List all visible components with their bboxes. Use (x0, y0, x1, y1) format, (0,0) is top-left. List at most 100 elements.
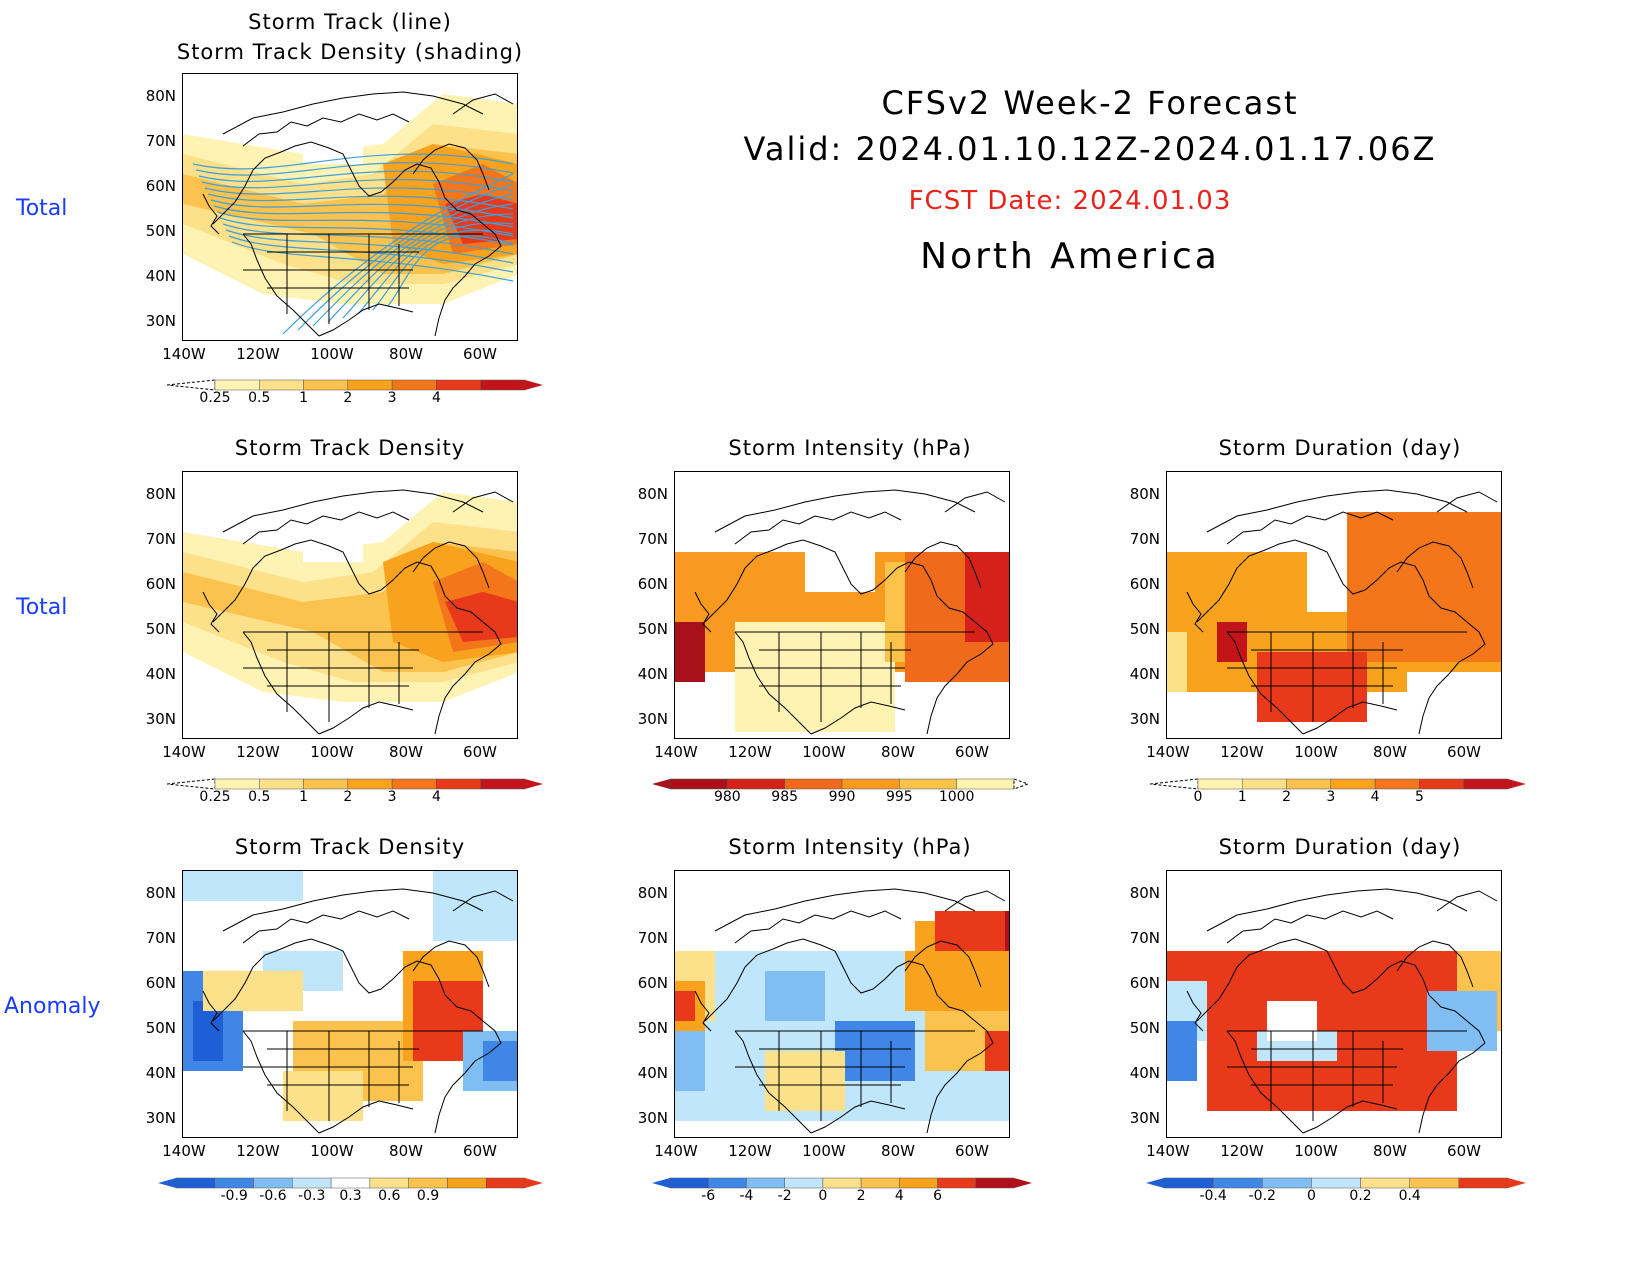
lon-tick-label: 120W (1220, 1142, 1264, 1160)
colorbar-swatch (727, 778, 785, 790)
lat-tick-label: 50N (145, 222, 176, 240)
colorbar-duration: 0 1 2 3 4 5 (1146, 777, 1526, 811)
colorbar-tick-label: 4 (431, 390, 441, 406)
lon-tick-label: 140W (162, 743, 206, 761)
colorbar-tick-label: 1000 (938, 789, 975, 805)
colorbar-swatch (1212, 1177, 1263, 1189)
lat-tick-label: 30N (145, 710, 176, 728)
colorbar-intensity-anomaly: -6 -4 -2 0 2 4 6 (652, 1176, 1032, 1210)
colorbar-swatches (158, 1177, 543, 1189)
colorbar-swatch (330, 1177, 371, 1189)
colorbar-tick-label: 0 (1306, 1188, 1316, 1204)
colorbar-tick-label: -6 (701, 1188, 716, 1204)
colorbar-tick-label: -0.2 (1248, 1188, 1276, 1204)
colorbar-swatch (369, 1177, 409, 1189)
valid-range: Valid: 2024.01.10.12Z-2024.01.17.06Z (743, 130, 1437, 168)
colorbar-swatch (391, 778, 437, 790)
lon-tick-label: 60W (1447, 1142, 1481, 1160)
lon-tick-label: 80W (389, 345, 423, 363)
colorbar-tick-label: 0.5 (248, 789, 271, 805)
lat-tick-label: 80N (145, 87, 176, 105)
colorbar-swatch (214, 1177, 254, 1189)
lat-tick-label: 40N (1129, 665, 1160, 683)
lat-tick-label: 70N (637, 530, 668, 548)
colorbar-tick-label: 995 (885, 789, 913, 805)
lat-tick-label: 80N (145, 485, 176, 503)
lat-tick-label: 60N (1129, 575, 1160, 593)
colorbar-swatch (899, 778, 957, 790)
colorbar-swatch (1360, 1177, 1410, 1189)
map-canvas (183, 91, 517, 337)
map-canvas (1167, 871, 1501, 1134)
lat-tick-label: 30N (1129, 710, 1160, 728)
colorbar-tick-label: 0.9 (416, 1188, 440, 1204)
colorbar-swatch (259, 778, 304, 790)
colorbar-swatch (303, 379, 349, 391)
colorbar-swatch (937, 1177, 977, 1189)
lon-tick-label: 100W (1294, 743, 1338, 761)
colorbar-tick-label: -0.4 (1199, 1188, 1227, 1204)
colorbar-swatch (347, 778, 393, 790)
lat-tick-label: 40N (1129, 1064, 1160, 1082)
colorbar-swatch (1242, 778, 1287, 790)
colorbar-tick-label: -2 (777, 1188, 792, 1204)
colorbar-tick-label: 0.2 (1349, 1188, 1372, 1204)
colorbar-swatches (1149, 778, 1526, 790)
lat-tick-label: 60N (637, 575, 668, 593)
colorbar-tick-label: 2 (1282, 789, 1292, 805)
lon-tick-label: 120W (1220, 743, 1264, 761)
panel-title-storm-track-shading: Storm Track Density (shading) (176, 40, 524, 64)
map-canvas (183, 871, 517, 1134)
lon-tick-label: 140W (1146, 1142, 1190, 1160)
lon-tick-label: 80W (1373, 743, 1407, 761)
colorbar-tick-label: 0 (1193, 789, 1203, 805)
panel-title-density-anomaly: Storm Track Density (234, 835, 466, 859)
map-canvas (1167, 472, 1501, 738)
lon-tick-label: 80W (881, 743, 915, 761)
lon-tick-label: 100W (310, 743, 354, 761)
lat-tick-label: 80N (145, 884, 176, 902)
lat-tick-label: 60N (1129, 974, 1160, 992)
colorbar-tick-label: 985 (771, 789, 799, 805)
colorbar-tick-label: 1 (299, 789, 309, 805)
lon-tick-label: 100W (802, 743, 846, 761)
forecast-date: FCST Date: 2024.01.03 (908, 186, 1232, 216)
map-intensity-anomaly (674, 870, 1010, 1138)
lat-tick-label: 80N (1129, 485, 1160, 503)
row-label-3: Anomaly (4, 994, 101, 1019)
lon-tick-label: 140W (654, 743, 698, 761)
colorbar-swatch (1286, 778, 1332, 790)
lon-tick-label: 80W (389, 743, 423, 761)
lat-tick-label: 80N (1129, 884, 1160, 902)
lon-tick-label: 100W (802, 1142, 846, 1160)
row-label-1: Total (16, 196, 68, 221)
lon-tick-label: 60W (463, 1142, 497, 1160)
panel-title-duration-anomaly: Storm Duration (day) (1218, 835, 1462, 859)
colorbar-tick-label: 3 (387, 789, 397, 805)
panel-title-intensity-total: Storm Intensity (hPa) (728, 436, 972, 460)
colorbar-swatch (746, 1177, 785, 1189)
colorbar-swatch (956, 778, 1015, 790)
lon-tick-label: 120W (236, 743, 280, 761)
lat-tick-label: 70N (145, 530, 176, 548)
colorbar-swatch (669, 778, 728, 790)
lat-tick-label: 30N (145, 1109, 176, 1127)
colorbar-swatch (1458, 1177, 1509, 1189)
lat-tick-label: 50N (145, 620, 176, 638)
lon-tick-label: 100W (310, 345, 354, 363)
lat-tick-label: 60N (637, 974, 668, 992)
colorbar-density: 0.25 0.5 1 2 3 4 (163, 777, 543, 811)
colorbar-swatch (975, 1177, 1015, 1189)
map-canvas (675, 472, 1009, 735)
colorbar-swatch (1374, 778, 1420, 790)
lon-tick-label: 60W (1447, 743, 1481, 761)
colorbar-tick-label: -0.9 (220, 1188, 248, 1204)
map-canvas (675, 871, 1009, 1134)
lat-tick-label: 50N (1129, 620, 1160, 638)
colorbar-swatch (707, 1177, 747, 1189)
colorbar-tick-label: 0 (818, 1188, 828, 1204)
colorbar-swatch (253, 1177, 293, 1189)
lat-tick-label: 50N (145, 1019, 176, 1037)
panel-title-storm-track-line: Storm Track (line) (248, 10, 452, 34)
map-storm-track-total (182, 73, 518, 341)
